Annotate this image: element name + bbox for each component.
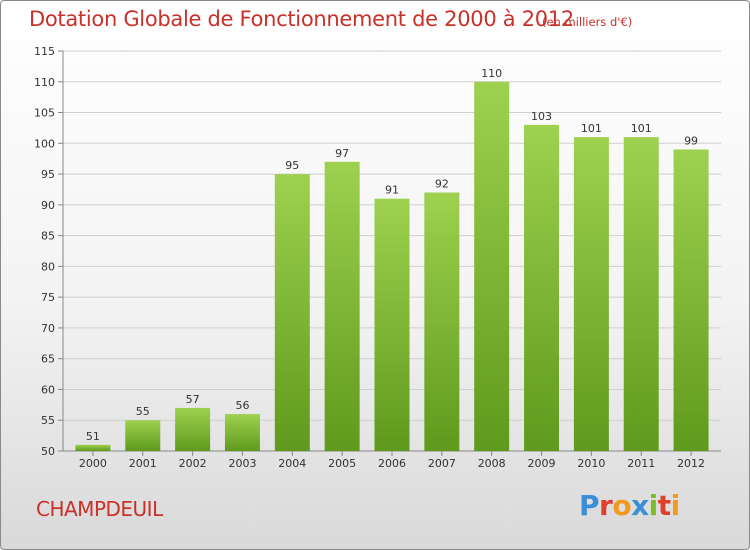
bar-2000 [75, 444, 111, 451]
x-tick-label-2007: 2007 [428, 457, 456, 470]
x-tick-label-2008: 2008 [478, 457, 506, 470]
x-tick-label-2003: 2003 [228, 457, 256, 470]
x-tick-label-2010: 2010 [577, 457, 605, 470]
x-tick-label-2009: 2009 [528, 457, 556, 470]
y-tick-label: 100 [34, 137, 55, 150]
bar-2005 [324, 161, 360, 451]
bar-2006 [374, 198, 410, 451]
logo-letter: t [657, 489, 671, 522]
x-tick-label-2001: 2001 [129, 457, 157, 470]
x-tick-label-2011: 2011 [627, 457, 655, 470]
x-tick-label-2006: 2006 [378, 457, 406, 470]
data-label-2003: 56 [235, 399, 249, 412]
data-label-2006: 91 [385, 184, 399, 197]
data-label-2012: 99 [684, 134, 698, 147]
bar-2007 [424, 192, 460, 452]
logo-letter: x [631, 489, 649, 522]
y-tick-label: 70 [41, 322, 55, 335]
data-label-2000: 51 [86, 430, 100, 443]
bar-2004 [274, 174, 310, 452]
data-label-2011: 101 [631, 122, 652, 135]
y-tick-label: 85 [41, 230, 55, 243]
x-tick-label-2004: 2004 [278, 457, 306, 470]
chart-subtitle: (en milliers d'€) [542, 15, 633, 29]
logo-letter: o [612, 489, 632, 522]
data-label-2001: 55 [136, 405, 150, 418]
y-tick-label: 50 [41, 445, 55, 458]
logo-letter: i [648, 489, 659, 522]
data-label-2002: 57 [186, 393, 200, 406]
y-tick-label: 95 [41, 168, 55, 181]
data-label-2010: 101 [581, 122, 602, 135]
y-tick-label: 90 [41, 199, 55, 212]
bar-2001 [125, 420, 161, 451]
data-label-2008: 110 [481, 67, 502, 80]
logo-letter: i [670, 489, 681, 522]
data-label-2005: 97 [335, 147, 349, 160]
data-label-2009: 103 [531, 110, 552, 123]
y-tick-label: 65 [41, 353, 55, 366]
logo-letter: P [579, 489, 600, 522]
commune-name: CHAMPDEUIL [36, 497, 163, 521]
bar-2012 [673, 149, 709, 451]
bar-2009 [524, 124, 560, 451]
logo-letter: r [599, 489, 613, 522]
y-tick-label: 110 [34, 76, 55, 89]
y-tick-label: 60 [41, 383, 55, 396]
x-tick-label-2002: 2002 [179, 457, 207, 470]
y-tick-label: 55 [41, 414, 55, 427]
bar-2002 [175, 407, 211, 451]
chart-title: Dotation Globale de Fonctionnement de 20… [29, 7, 574, 31]
bar-2010 [573, 137, 609, 451]
x-tick-label-2012: 2012 [677, 457, 705, 470]
proxiti-logo: Proxiti [579, 489, 680, 522]
bar-2008 [474, 81, 510, 452]
x-tick-label-2005: 2005 [328, 457, 356, 470]
data-label-2004: 95 [285, 159, 299, 172]
bar-2003 [224, 414, 260, 451]
data-label-2007: 92 [435, 178, 449, 191]
x-tick-label-2000: 2000 [79, 457, 107, 470]
y-tick-label: 80 [41, 260, 55, 273]
y-tick-label: 75 [41, 291, 55, 304]
y-tick-label: 105 [34, 107, 55, 120]
bar-2011 [623, 137, 659, 451]
y-tick-label: 115 [34, 45, 55, 58]
